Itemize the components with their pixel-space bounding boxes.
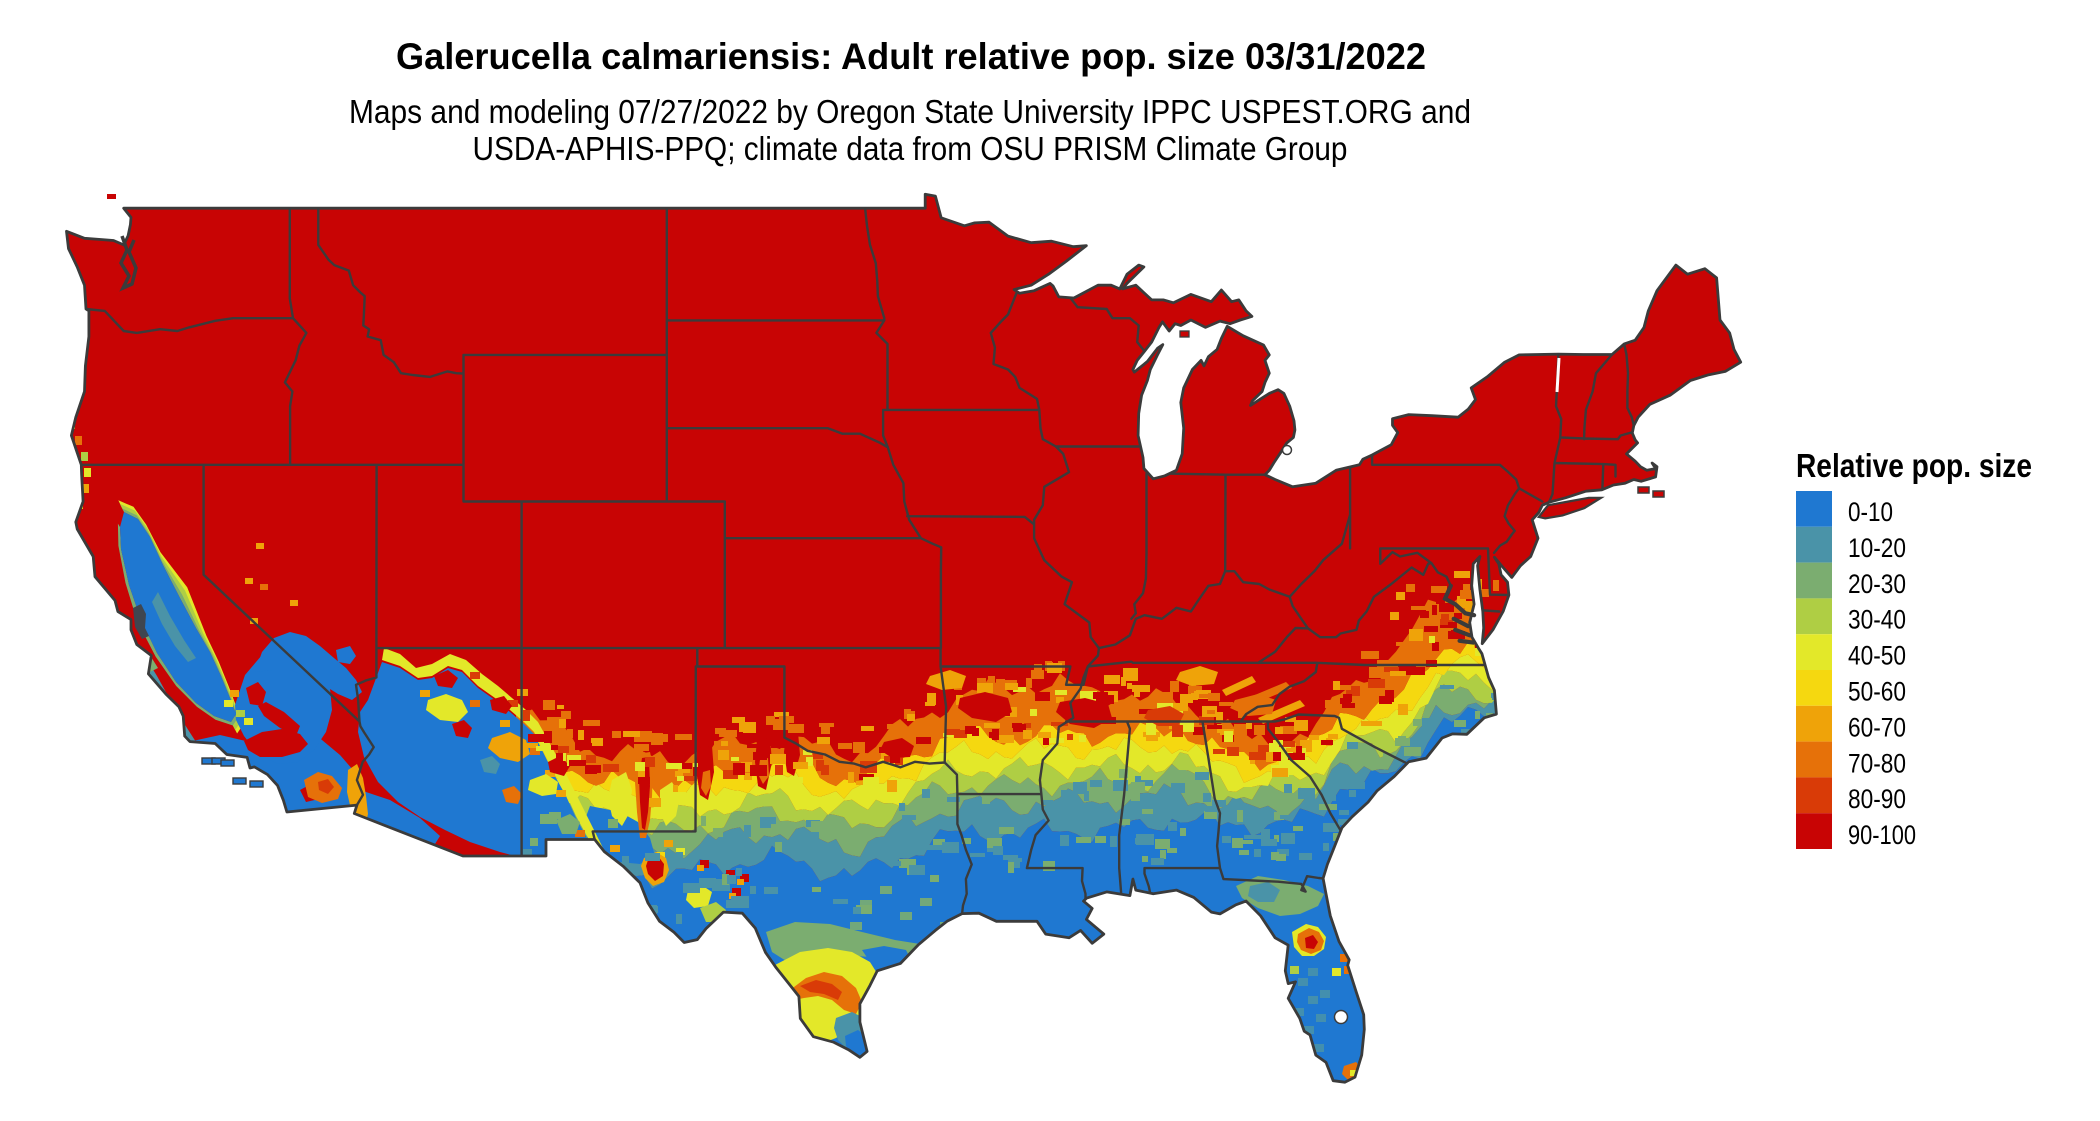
svg-text:90-100: 90-100: [1848, 820, 1916, 850]
svg-text:50-60: 50-60: [1848, 677, 1906, 707]
svg-text:70-80: 70-80: [1848, 748, 1906, 778]
svg-text:30-40: 30-40: [1848, 605, 1906, 635]
svg-text:60-70: 60-70: [1848, 712, 1906, 742]
svg-text:Galerucella calmariensis: Adul: Galerucella calmariensis: Adult relative…: [396, 36, 1426, 77]
svg-text:20-30: 20-30: [1848, 569, 1906, 599]
svg-text:0-10: 0-10: [1848, 497, 1893, 527]
svg-text:10-20: 10-20: [1848, 533, 1906, 563]
svg-text:USDA-APHIS-PPQ; climate data f: USDA-APHIS-PPQ; climate data from OSU PR…: [473, 130, 1348, 167]
svg-text:Maps and modeling 07/27/2022 b: Maps and modeling 07/27/2022 by Oregon S…: [349, 93, 1471, 130]
svg-text:40-50: 40-50: [1848, 641, 1906, 671]
svg-text:80-90: 80-90: [1848, 784, 1906, 814]
svg-text:Relative pop. size: Relative pop. size: [1796, 447, 2032, 484]
